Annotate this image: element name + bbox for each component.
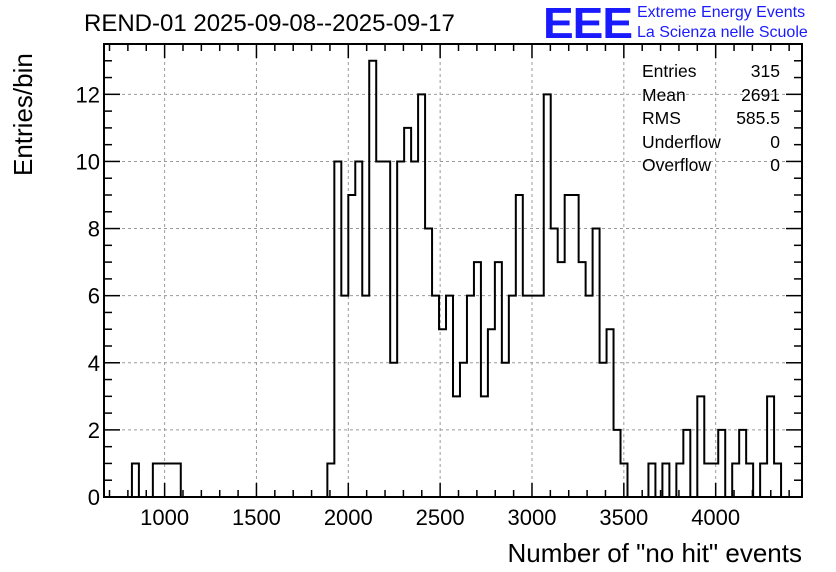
- histogram-bin: [488, 329, 495, 497]
- histogram-bin: [495, 262, 502, 497]
- histogram-bin: [132, 463, 139, 497]
- histogram-bin: [774, 463, 781, 497]
- histogram-bin: [481, 396, 488, 497]
- histogram-bin: [551, 229, 558, 497]
- histogram-bin: [739, 430, 746, 497]
- histogram-bin: [418, 94, 425, 497]
- stat-label: Overflow: [642, 155, 712, 175]
- y-tick-label: 12: [76, 82, 100, 107]
- histogram-bin: [767, 396, 774, 497]
- histogram-bin: [460, 363, 467, 497]
- histogram-bin: [572, 195, 579, 497]
- stat-label: RMS: [642, 108, 681, 128]
- histogram-bin: [432, 296, 439, 497]
- histogram-bin: [607, 329, 614, 497]
- histogram-bin: [376, 161, 383, 497]
- stat-value: 0: [770, 131, 780, 152]
- histogram-bin: [530, 296, 537, 497]
- stat-label: Entries: [642, 61, 697, 81]
- histogram-bin: [397, 161, 404, 497]
- stat-value: 0: [770, 155, 780, 175]
- histogram-bin: [474, 262, 481, 497]
- x-tick-label: 1500: [232, 505, 281, 530]
- histogram-bin: [662, 463, 669, 497]
- histogram-bin: [390, 363, 397, 497]
- histogram-bin: [362, 296, 369, 497]
- histogram-bin: [174, 463, 181, 497]
- histogram-bin: [718, 430, 725, 497]
- stat-value: 315: [750, 61, 780, 81]
- histogram-bin: [355, 161, 362, 497]
- histogram-bin: [502, 363, 509, 497]
- histogram-bin: [439, 329, 446, 497]
- logo-line-1: Extreme Energy Events: [637, 4, 806, 21]
- histogram-bin: [446, 296, 453, 497]
- histogram-bin: [425, 229, 432, 497]
- eee-logo: EEE: [543, 0, 633, 48]
- histogram-bin: [327, 463, 334, 497]
- histogram-bin: [516, 195, 523, 497]
- y-tick-label: 6: [88, 284, 100, 309]
- y-tick-label: 10: [76, 149, 100, 174]
- histogram-bin: [153, 463, 160, 497]
- histogram-bin: [404, 128, 411, 497]
- histogram-bin: [732, 463, 739, 497]
- histogram-bin: [167, 463, 174, 497]
- histogram-bin: [600, 363, 607, 497]
- histogram-bin: [676, 463, 683, 497]
- histogram-bin: [348, 195, 355, 497]
- y-tick-label: 8: [88, 217, 100, 242]
- histogram-bin: [565, 195, 572, 497]
- stat-overflow: Overflow 0: [642, 154, 780, 178]
- stat-label: Mean: [642, 84, 686, 105]
- stat-label: Underflow: [642, 131, 721, 152]
- histogram-bin: [334, 161, 341, 497]
- x-tick-label: 1000: [140, 505, 189, 530]
- histogram-bin: [704, 463, 711, 497]
- y-axis-label: Entries/bin: [8, 53, 38, 176]
- chart-title: REND-01 2025-09-08--2025-09-17: [84, 10, 455, 37]
- y-tick-label: 2: [88, 418, 100, 443]
- x-tick-label: 3500: [599, 505, 648, 530]
- histogram-bin: [523, 296, 530, 497]
- histogram-bin: [544, 94, 551, 497]
- y-tick-label: 4: [88, 351, 100, 376]
- x-tick-label: 4000: [691, 505, 740, 530]
- y-tick-label: 0: [88, 485, 100, 510]
- stat-entries: Entries 315: [642, 60, 780, 84]
- eee-logo-caption: Extreme Energy Events La Scienza nelle S…: [637, 3, 808, 43]
- histogram-bin: [160, 463, 167, 497]
- stat-underflow: Underflow 0: [642, 131, 780, 155]
- stats-box: Entries 315 Mean 2691 RMS 585.5 Underflo…: [642, 60, 780, 178]
- histogram-bin: [683, 430, 690, 497]
- x-axis-label: Number of "no hit" events: [507, 538, 803, 568]
- histogram-bin: [760, 463, 767, 497]
- stat-value: 585.5: [736, 108, 780, 128]
- histogram-bin: [411, 161, 418, 497]
- plot-frame: [103, 43, 803, 498]
- histogram-bin: [579, 262, 586, 497]
- stat-mean: Mean 2691: [642, 84, 780, 108]
- x-tick-label: 2000: [324, 505, 373, 530]
- histogram-bin: [341, 296, 348, 497]
- histogram-bin: [383, 161, 390, 497]
- histogram-bin: [711, 463, 718, 497]
- x-tick-label: 2500: [416, 505, 465, 530]
- histogram-bin: [537, 296, 544, 497]
- stat-value: 2691: [741, 84, 780, 105]
- histogram-bin: [453, 396, 460, 497]
- histogram-bin: [558, 262, 565, 497]
- histogram-bin: [593, 229, 600, 497]
- histogram-bin: [586, 296, 593, 497]
- logo-line-2: La Scienza nelle Scuole: [637, 24, 808, 41]
- x-tick-label: 3000: [508, 505, 557, 530]
- histogram-bin: [509, 296, 516, 497]
- histogram-bin: [467, 296, 474, 497]
- histogram-bin: [648, 463, 655, 497]
- histogram-bin: [614, 430, 621, 497]
- histogram-bin: [697, 396, 704, 497]
- histogram-bin: [369, 61, 376, 497]
- stat-rms: RMS 585.5: [642, 107, 780, 131]
